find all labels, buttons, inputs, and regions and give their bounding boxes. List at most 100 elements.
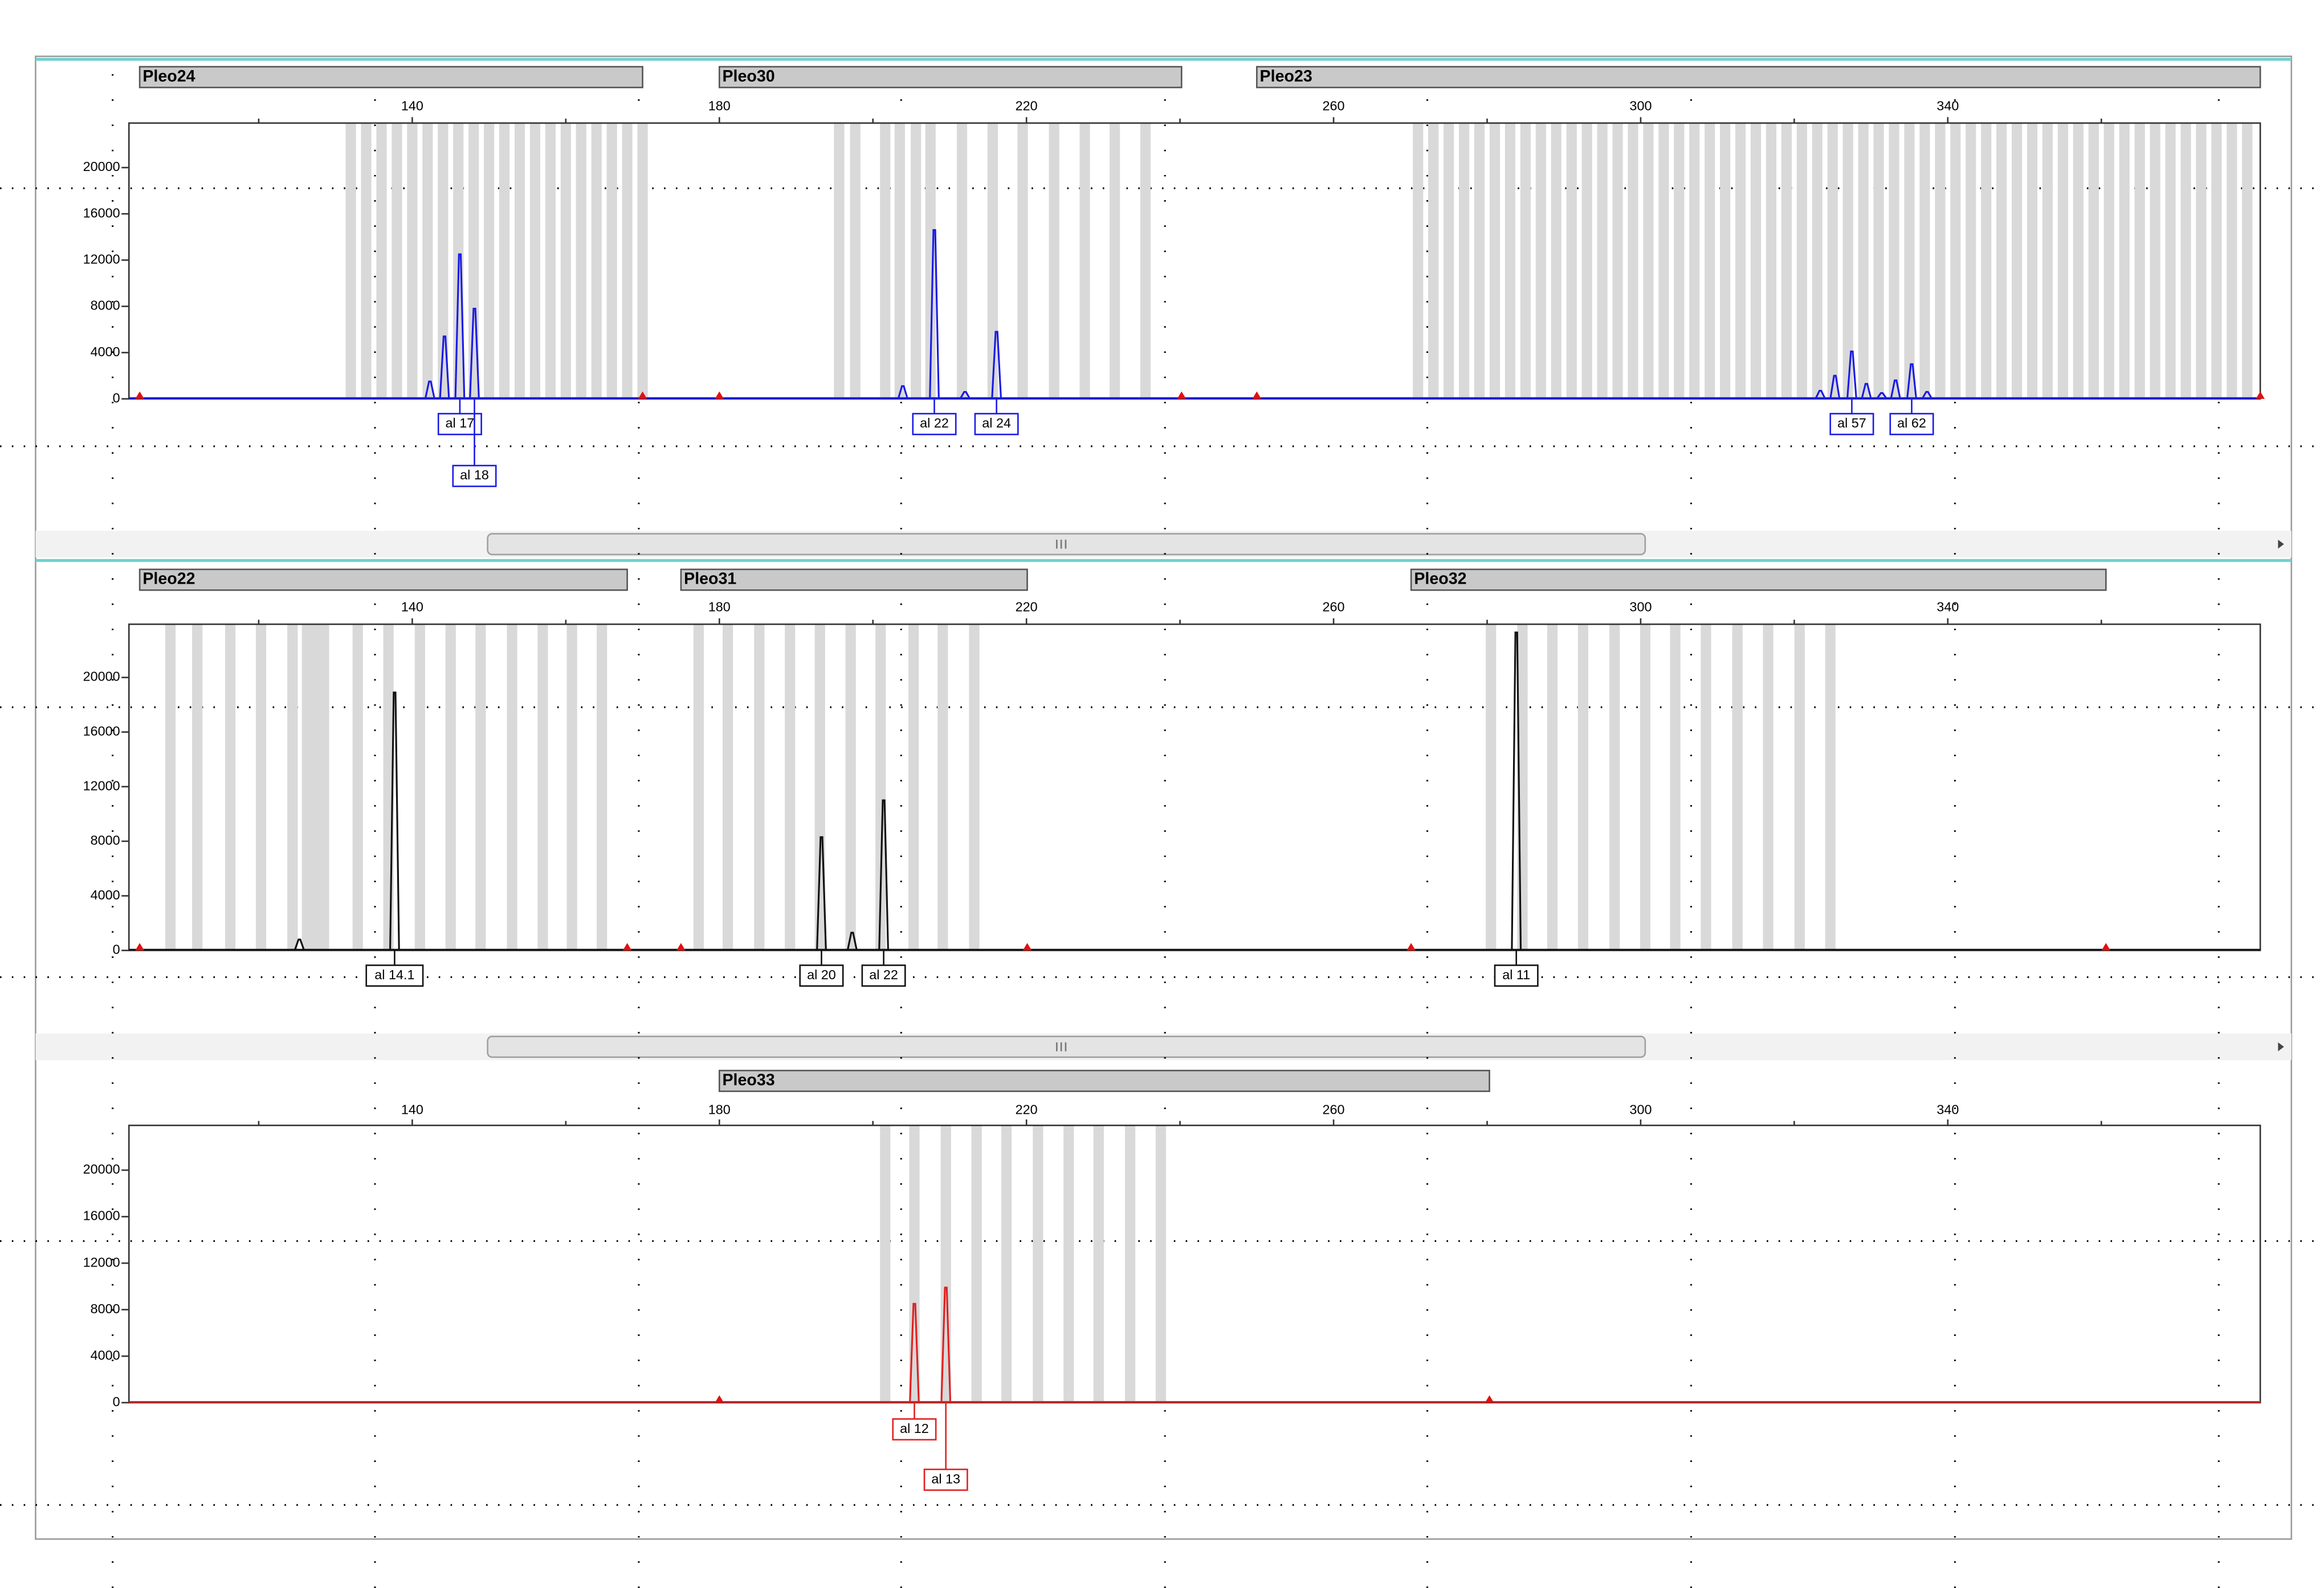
bin [1612,123,1623,399]
marker-name: Pleo30 [722,67,774,85]
bin [1093,1125,1104,1403]
x-tick-label: 340 [1936,1102,1959,1117]
bin [754,624,765,951]
bin [2227,123,2237,399]
bin [1486,624,1497,951]
bin [1609,624,1620,951]
bin [880,1125,891,1403]
bin [1981,123,1992,399]
peak [897,385,908,398]
y-tick-label: 4000 [91,887,120,902]
peak [1922,391,1932,399]
range-end [715,391,724,399]
scroll-arrow[interactable] [2278,539,2284,549]
bin [1643,123,1654,399]
bin [319,624,329,951]
bin [475,624,486,951]
bin [1794,624,1805,951]
allele-label: al 22 [920,416,949,430]
bin [2103,123,2114,399]
bin [1858,123,1869,399]
range-end [1406,943,1416,951]
bin [1566,123,1577,399]
bin [192,624,203,951]
marker-name: Pleo31 [684,570,736,588]
bin [723,624,733,951]
range-end [1177,391,1187,399]
bin [414,624,425,951]
y-tick-label: 4000 [91,1347,120,1362]
allele-box [1889,413,1934,435]
bin [301,624,312,951]
scroll-arrow[interactable] [2278,1042,2284,1052]
bin [1732,624,1743,951]
bin [925,123,936,399]
bin [1812,123,1822,399]
bin [2119,123,2130,399]
x-tick-label: 340 [1936,600,1959,614]
bin [438,123,449,399]
bin [908,624,919,951]
bin [1581,123,1592,399]
marker-bar [138,568,628,591]
scrollbar[interactable] [35,531,2292,558]
peak [960,391,971,399]
bin [484,123,495,399]
bin [407,123,418,399]
allele-box [892,1418,937,1441]
bin [875,624,886,951]
y-tick-label: 8000 [91,298,120,313]
allele-box [452,465,497,487]
bin [987,123,998,399]
bin [1547,624,1558,951]
bin [352,624,363,951]
bin [2150,123,2160,399]
range-end [2256,391,2265,399]
bin [2180,123,2191,399]
peak [847,931,858,950]
marker-bar [1256,66,2261,88]
bin [445,624,456,951]
marker-name: Pleo32 [1414,570,1466,588]
range-end [135,391,144,399]
peak [909,1302,920,1402]
peak [991,331,1002,398]
x-tick-label: 260 [1323,600,1345,614]
allele-label: al 14.1 [374,967,414,982]
bin [1505,123,1516,399]
scroll-thumb[interactable] [487,1036,1646,1058]
allele-box [799,964,844,987]
peak [389,691,400,950]
bin [1670,624,1681,951]
bin [971,1125,982,1403]
x-tick-label: 300 [1629,600,1652,614]
peak [1511,631,1522,950]
scroll-thumb[interactable] [487,533,1646,556]
bin [545,123,556,399]
bin [1489,123,1501,399]
allele-label: al 17 [446,416,475,430]
x-tick-label: 140 [401,1102,423,1117]
bin [1520,123,1531,399]
bin [880,123,891,399]
bin [1628,123,1638,399]
bin [537,624,548,951]
x-tick-label: 140 [401,98,423,113]
bin [1597,123,1608,399]
y-tick-label: 12000 [83,1255,120,1269]
scroll-grip [1056,1042,1067,1052]
range-end [638,391,647,399]
marker-bar [718,66,1183,88]
bin [507,624,517,951]
bin [637,123,648,399]
bin [1825,624,1836,951]
scrollbar[interactable] [35,1033,2292,1060]
bin [1966,123,1976,399]
x-tick-label: 220 [1016,1102,1038,1117]
range-end [1252,391,1262,399]
bin [2027,123,2038,399]
bin [1674,123,1685,399]
bin [1873,123,1884,399]
allele-box [923,1468,968,1491]
x-tick-label: 300 [1629,1102,1652,1117]
